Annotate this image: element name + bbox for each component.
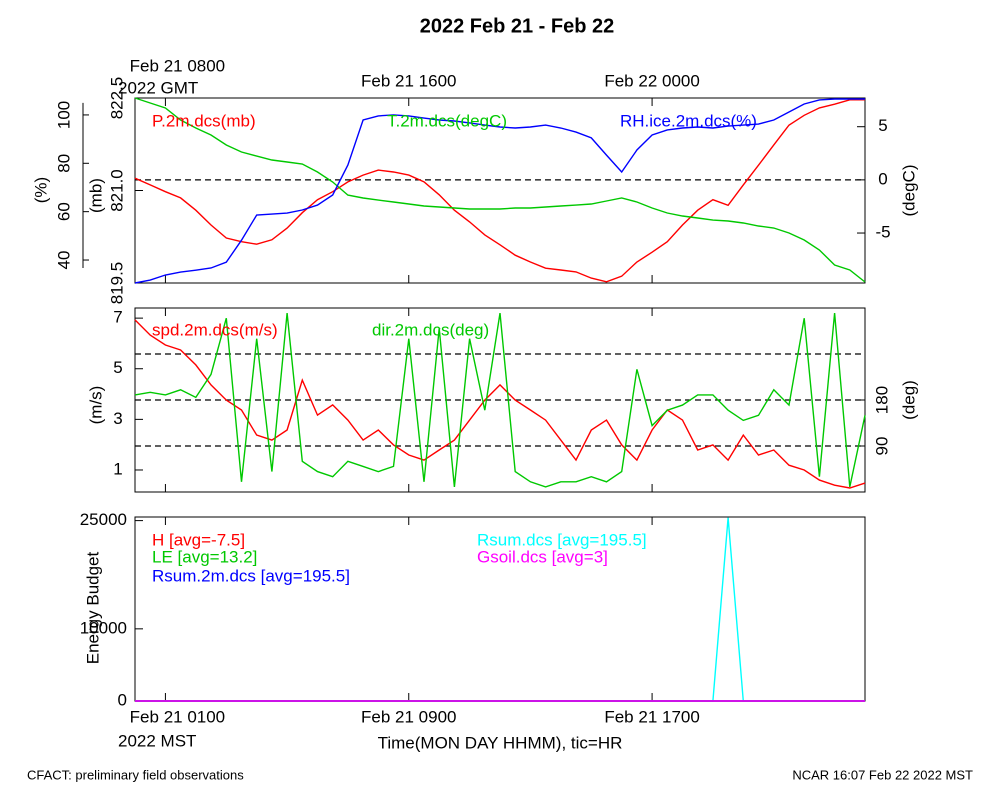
x-tick-label: Feb 21 1700 — [604, 707, 699, 726]
y-axis-label: (mb) — [86, 178, 105, 213]
series-line — [134, 99, 865, 283]
y3-tick-label: 40 — [54, 251, 73, 270]
y-tick-label: 0 — [118, 690, 127, 709]
footer-right: NCAR 16:07 Feb 22 2022 MST — [792, 767, 973, 782]
y-tick-label: 10000 — [80, 618, 127, 637]
series-line — [134, 312, 866, 488]
y-tick-label: 1 — [113, 459, 122, 478]
legend-entry: H [avg=-7.5] — [152, 530, 245, 549]
x-tick-label: Feb 22 0000 — [604, 71, 699, 90]
x-tick-label: Feb 21 0900 — [361, 707, 456, 726]
legend-entry: P.2m.dcs(mb) — [152, 111, 256, 130]
y-tick-label: 7 — [113, 308, 122, 327]
x-tick-label: Feb 21 0100 — [130, 707, 225, 726]
y-axis-label: Energy Budget — [83, 551, 102, 664]
y2-tick-label: -5 — [875, 223, 890, 242]
y2-axis-label: (degC) — [899, 165, 918, 217]
legend-entry: RH.ice.2m.dcs(%) — [620, 111, 757, 130]
x-tick-label: Feb 21 1600 — [361, 71, 456, 90]
series-line — [134, 97, 866, 283]
y3-tick-label: 100 — [54, 101, 73, 129]
legend-entry: spd.2m.dcs(m/s) — [152, 320, 278, 339]
x-timezone-label: 2022 MST — [118, 731, 196, 750]
x-timezone-label: 2022 GMT — [118, 78, 198, 97]
legend-entry: LE [avg=13.2] — [152, 547, 257, 566]
y2-tick-label: 0 — [878, 169, 887, 188]
y3-axis-label: (%) — [31, 177, 50, 203]
y-tick-label: 819.5 — [107, 262, 126, 305]
y2-tick-label: 90 — [872, 437, 891, 456]
y-tick-label: 821.0 — [107, 169, 126, 212]
series-line — [134, 319, 866, 489]
legend-entry: dir.2m.dcs(deg) — [372, 320, 489, 339]
y3-tick-label: 80 — [54, 154, 73, 173]
y3-tick-label: 60 — [54, 202, 73, 221]
legend-entry: Rsum.2m.dcs [avg=195.5] — [152, 566, 350, 585]
y2-axis-label: (deg) — [899, 380, 918, 420]
series-line — [134, 98, 865, 284]
y-tick-label: 822.5 — [107, 77, 126, 120]
x-tick-label: Feb 21 0800 — [130, 56, 225, 75]
y-tick-label: 25000 — [80, 510, 127, 529]
y2-tick-label: 180 — [872, 386, 891, 414]
legend-entry: Gsoil.dcs [avg=3] — [477, 547, 608, 566]
x-axis-label: Time(MON DAY HHMM), tic=HR — [378, 733, 623, 752]
y-axis-label: (m/s) — [86, 386, 105, 425]
legend-entry: Rsum.dcs [avg=195.5] — [477, 530, 647, 549]
footer-left: CFACT: preliminary field observations — [27, 767, 244, 782]
y2-tick-label: 5 — [878, 116, 887, 135]
legend-entry: T.2m.dcs(degC) — [387, 111, 507, 130]
y-tick-label: 3 — [113, 409, 122, 428]
y-tick-label: 5 — [113, 358, 122, 377]
chart-title: 2022 Feb 21 - Feb 22 — [420, 15, 615, 37]
